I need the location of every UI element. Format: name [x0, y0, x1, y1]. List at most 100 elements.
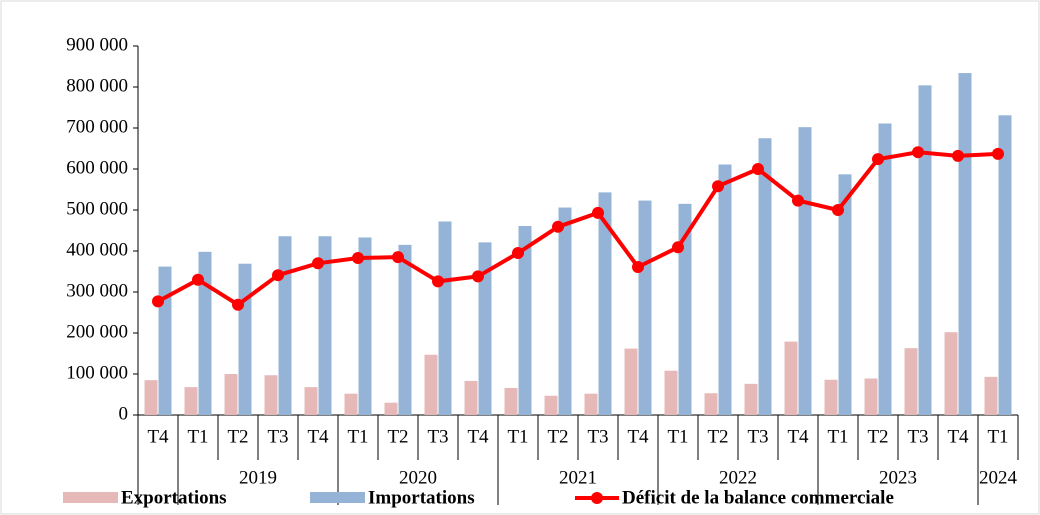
- group-label: 2024: [979, 467, 1018, 488]
- bar: [984, 376, 998, 415]
- bar: [198, 251, 212, 415]
- bar: [278, 236, 292, 415]
- bar: [224, 374, 238, 415]
- bar: [544, 395, 558, 415]
- line-marker: [672, 241, 684, 254]
- x-tick-label: T2: [547, 426, 568, 447]
- x-tick-label: T2: [707, 426, 728, 447]
- y-tick-label: 900 000: [66, 34, 128, 55]
- bar: [918, 85, 932, 416]
- x-tick-label: T4: [627, 426, 649, 447]
- bar: [504, 387, 518, 415]
- line-marker: [152, 295, 164, 308]
- group-label: 2021: [559, 467, 597, 488]
- bar: [678, 203, 692, 415]
- x-tick-label: T4: [947, 426, 969, 447]
- x-tick-label: T1: [507, 426, 528, 447]
- x-tick-label: T4: [467, 426, 489, 447]
- bar: [344, 393, 358, 415]
- x-tick-label: T3: [587, 426, 608, 447]
- legend-label: Importations: [368, 487, 475, 508]
- bar: [144, 380, 158, 415]
- x-tick-label: T4: [787, 426, 809, 447]
- line-marker: [632, 260, 644, 273]
- y-tick-label: 600 000: [66, 157, 128, 178]
- line-marker: [832, 204, 844, 216]
- bar: [518, 225, 532, 415]
- y-tick-label: 300 000: [66, 280, 128, 301]
- line-marker: [432, 275, 444, 288]
- line-marker: [472, 270, 484, 283]
- bar: [958, 73, 972, 415]
- line-marker: [512, 247, 524, 260]
- line-marker: [232, 298, 244, 311]
- x-tick-label: T1: [347, 426, 368, 447]
- bar: [744, 383, 758, 415]
- bar: [318, 236, 332, 415]
- group-label: 2023: [879, 467, 917, 488]
- legend-swatch: [63, 492, 118, 503]
- bar: [758, 138, 772, 415]
- line-marker: [392, 251, 404, 264]
- line-marker: [752, 163, 764, 175]
- line-marker: [192, 273, 204, 286]
- bar: [438, 221, 452, 415]
- bar: [878, 123, 892, 416]
- bar: [384, 402, 398, 415]
- line-marker: [792, 194, 804, 207]
- bar: [944, 332, 958, 415]
- legend-swatch: [310, 492, 365, 503]
- y-tick-label: 800 000: [66, 75, 128, 96]
- line-marker: [712, 180, 724, 193]
- bar: [158, 266, 172, 415]
- bar: [464, 380, 478, 415]
- bar: [864, 378, 878, 415]
- group-label: 2019: [239, 467, 277, 488]
- x-tick-label: T3: [427, 426, 448, 447]
- y-tick-label: 700 000: [66, 116, 128, 137]
- line-marker: [952, 149, 964, 162]
- bar: [478, 242, 492, 415]
- bar: [638, 200, 652, 415]
- legend-label: Exportations: [121, 487, 227, 508]
- y-tick-label: 200 000: [66, 321, 128, 342]
- line: [157, 150, 999, 307]
- legend-swatch: [591, 492, 603, 504]
- bar: [704, 393, 718, 415]
- bar: [784, 341, 798, 415]
- bar: [718, 164, 732, 415]
- x-tick-label: T1: [827, 426, 848, 447]
- bar: [424, 354, 438, 415]
- line-marker: [272, 269, 284, 282]
- bar: [558, 207, 572, 415]
- line-marker: [912, 146, 924, 159]
- bar: [398, 244, 412, 415]
- x-tick-label: T1: [187, 426, 208, 447]
- line-marker: [352, 251, 364, 264]
- x-tick-label: T3: [747, 426, 768, 447]
- line-marker: [552, 220, 564, 233]
- group-label: 2020: [399, 467, 437, 488]
- bar: [184, 387, 198, 415]
- bar: [904, 348, 918, 415]
- x-tick-label: T1: [987, 426, 1008, 447]
- bar: [358, 237, 372, 415]
- legend-label: Déficit de la balance commerciale: [622, 487, 894, 508]
- x-tick-label: T2: [387, 426, 408, 447]
- bar: [838, 174, 852, 415]
- y-tick-label: 0: [119, 403, 129, 424]
- line-marker: [992, 147, 1004, 160]
- bar: [264, 375, 278, 415]
- group-label: 2022: [719, 467, 757, 488]
- x-tick-label: T1: [667, 426, 688, 447]
- x-tick-label: T2: [867, 426, 888, 447]
- line-marker: [312, 257, 324, 270]
- bar: [824, 379, 838, 415]
- x-tick-label: T4: [147, 426, 169, 447]
- x-tick-label: T3: [267, 426, 288, 447]
- y-tick-label: 500 000: [66, 198, 128, 219]
- bar: [624, 348, 638, 415]
- line-marker: [872, 153, 884, 166]
- line-marker: [592, 206, 604, 219]
